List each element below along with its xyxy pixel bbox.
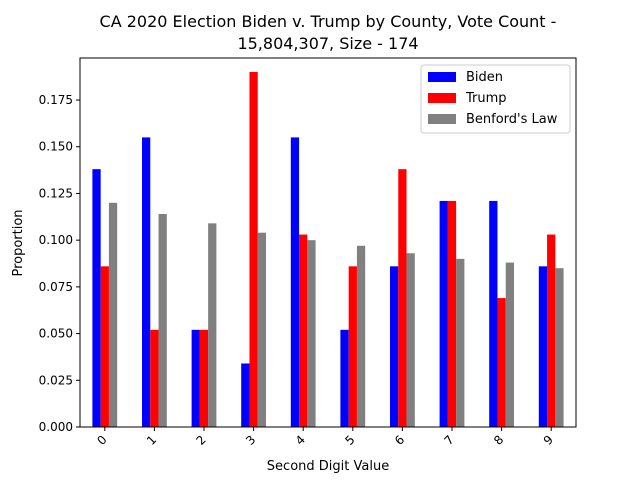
bar-benford-s-law-4 [307,240,316,427]
bar-benford-s-law-7 [456,258,465,427]
y-tick-label: 0.050 [39,327,73,341]
bar-trump-1 [150,329,159,427]
bar-benford-s-law-0 [108,202,118,427]
y-axis-label: Proportion [11,209,26,276]
x-axis-label: Second Digit Value [267,459,389,474]
bar-biden-7 [439,200,448,427]
x-tick-label: 1 [144,433,159,448]
legend-entry-1: Trump [465,91,507,106]
y-tick-label: 0.000 [39,420,73,434]
bar-biden-6 [390,266,399,427]
x-tick-label: 3 [243,433,258,448]
bar-benford-s-law-8 [505,262,514,427]
bar-biden-8 [489,200,498,427]
bar-benford-s-law-3 [257,232,266,427]
chart-title-line-2: 15,804,307, Size - 174 [237,34,418,53]
y-tick-label: 0.025 [39,373,73,387]
bar-biden-1 [142,137,151,427]
y-tick-label: 0.125 [39,186,73,200]
bar-trump-0 [100,266,109,427]
chart-title-line-1: CA 2020 Election Biden v. Trump by Count… [100,12,557,31]
legend-swatch-0 [428,72,456,82]
bar-biden-5 [340,329,349,427]
bar-benford-s-law-5 [356,245,366,427]
bar-biden-4 [290,137,300,427]
x-axis: 0 1 2 3 4 5 6 7 8 9 [94,427,556,448]
x-tick-label: 4 [293,433,308,448]
y-axis: 0.000 0.025 0.050 0.075 0.100 0.125 0.150 0.175 [39,93,80,434]
legend-entry-0: Biden [466,70,503,85]
y-tick-label: 0.150 [39,140,73,154]
bar-trump-3 [249,72,258,427]
legend-entry-2: Benford's Law [466,112,558,127]
legend-frame [420,64,571,134]
bar-trump-5 [348,266,357,427]
bar-benford-s-law-1 [158,214,167,427]
x-tick-label: 6 [392,433,407,448]
bar-trump-6 [398,169,407,427]
bar-trump-7 [447,200,457,427]
y-tick-label: 0.175 [39,93,73,107]
chart-title: CA 2020 Election Biden v. Trump by Count… [100,12,557,53]
x-tick-label: 2 [194,433,209,448]
legend: Biden Trump Benford's Law [420,64,571,134]
bar-biden-2 [191,329,200,427]
x-tick-label: 9 [541,433,556,448]
bar-benford-s-law-9 [555,268,564,427]
y-tick-label: 0.075 [39,280,73,294]
legend-swatch-2 [428,114,456,124]
bar-trump-9 [547,234,556,427]
plot-frame [79,57,577,428]
y-tick-label: 0.100 [39,233,73,247]
bar-biden-0 [92,169,101,427]
bar-biden-3 [241,363,250,427]
legend-swatch-1 [428,93,456,103]
x-tick-label: 0 [94,433,109,448]
bar-benford-s-law-6 [406,253,415,427]
bar-biden-9 [538,266,548,427]
bar-trump-2 [199,329,209,427]
x-tick-label: 5 [342,433,357,448]
bar-benford-s-law-2 [208,223,217,427]
bar-trump-8 [497,298,506,427]
bar-trump-4 [299,234,308,427]
x-tick-label: 8 [491,433,506,448]
bars-group [92,72,564,427]
x-tick-label: 7 [442,433,457,448]
